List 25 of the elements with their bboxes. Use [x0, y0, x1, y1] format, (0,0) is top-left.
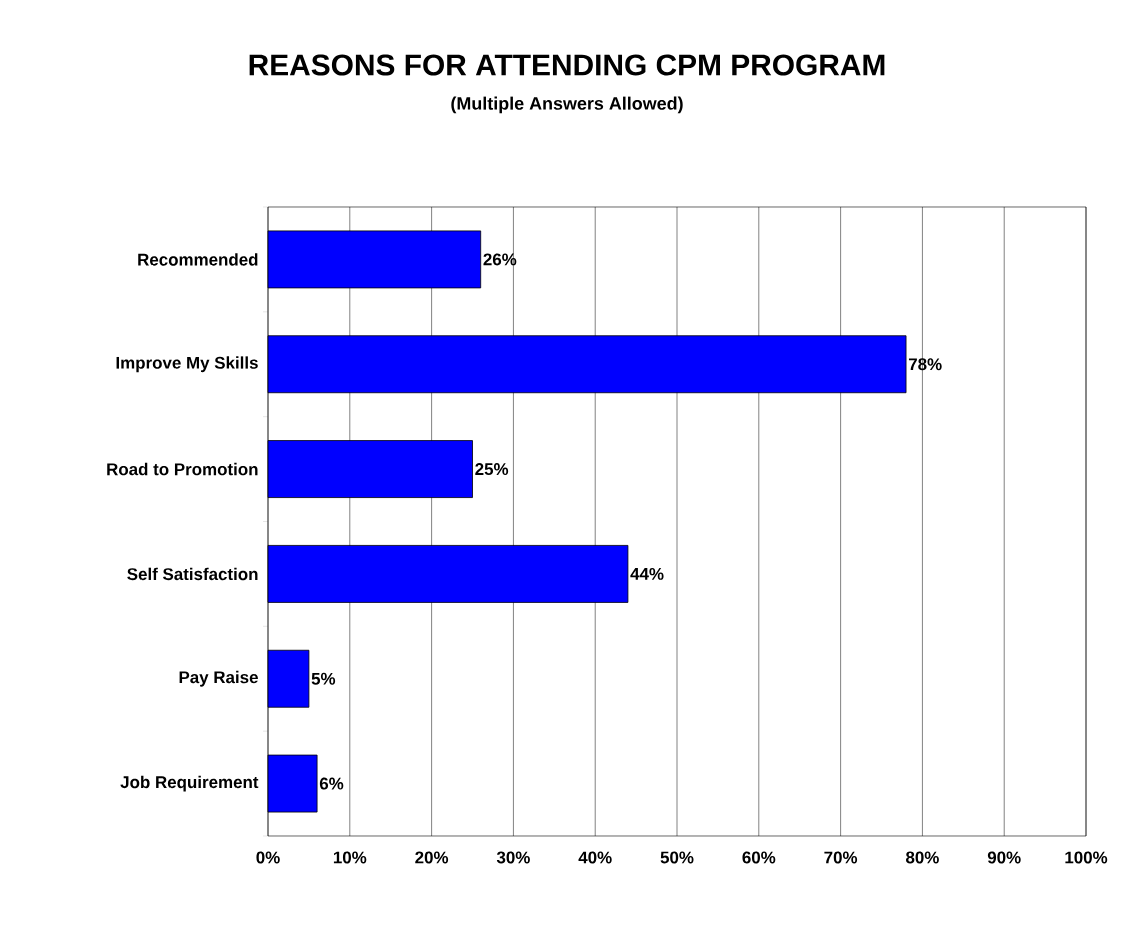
x-tick-label: 100%: [1065, 851, 1108, 864]
y-tick-label: Pay Raise: [179, 670, 258, 687]
data-label: 6%: [319, 777, 344, 790]
data-label: 78%: [908, 358, 942, 371]
chart-subtitle: (Multiple Answers Allowed): [451, 96, 683, 114]
y-tick-label: Recommended: [138, 253, 258, 266]
y-tick-label: Road to Promotion: [107, 462, 258, 476]
x-tick-label: 0%: [256, 851, 280, 864]
y-tick-label: Job Requirement: [120, 775, 259, 792]
y-tick-label: Self Satisfaction: [127, 567, 258, 581]
chart-title: REASONS FOR ATTENDING CPM PROGRAM: [249, 54, 885, 76]
x-tick-label: 80%: [905, 851, 939, 864]
x-tick-label: 30%: [496, 851, 530, 864]
x-tick-label: 20%: [415, 851, 449, 864]
x-tick-label: 60%: [742, 851, 776, 864]
data-label: 26%: [483, 253, 517, 266]
x-tick-label: 70%: [824, 851, 858, 864]
data-label: 25%: [475, 463, 509, 476]
x-tick-label: 40%: [578, 851, 612, 864]
x-tick-label: 50%: [660, 851, 694, 864]
y-tick-label: Improve My Skills: [116, 356, 258, 373]
x-tick-label: 90%: [987, 851, 1021, 864]
x-tick-label: 10%: [333, 851, 367, 864]
data-label: 5%: [311, 672, 336, 685]
data-label: 44%: [630, 567, 664, 580]
